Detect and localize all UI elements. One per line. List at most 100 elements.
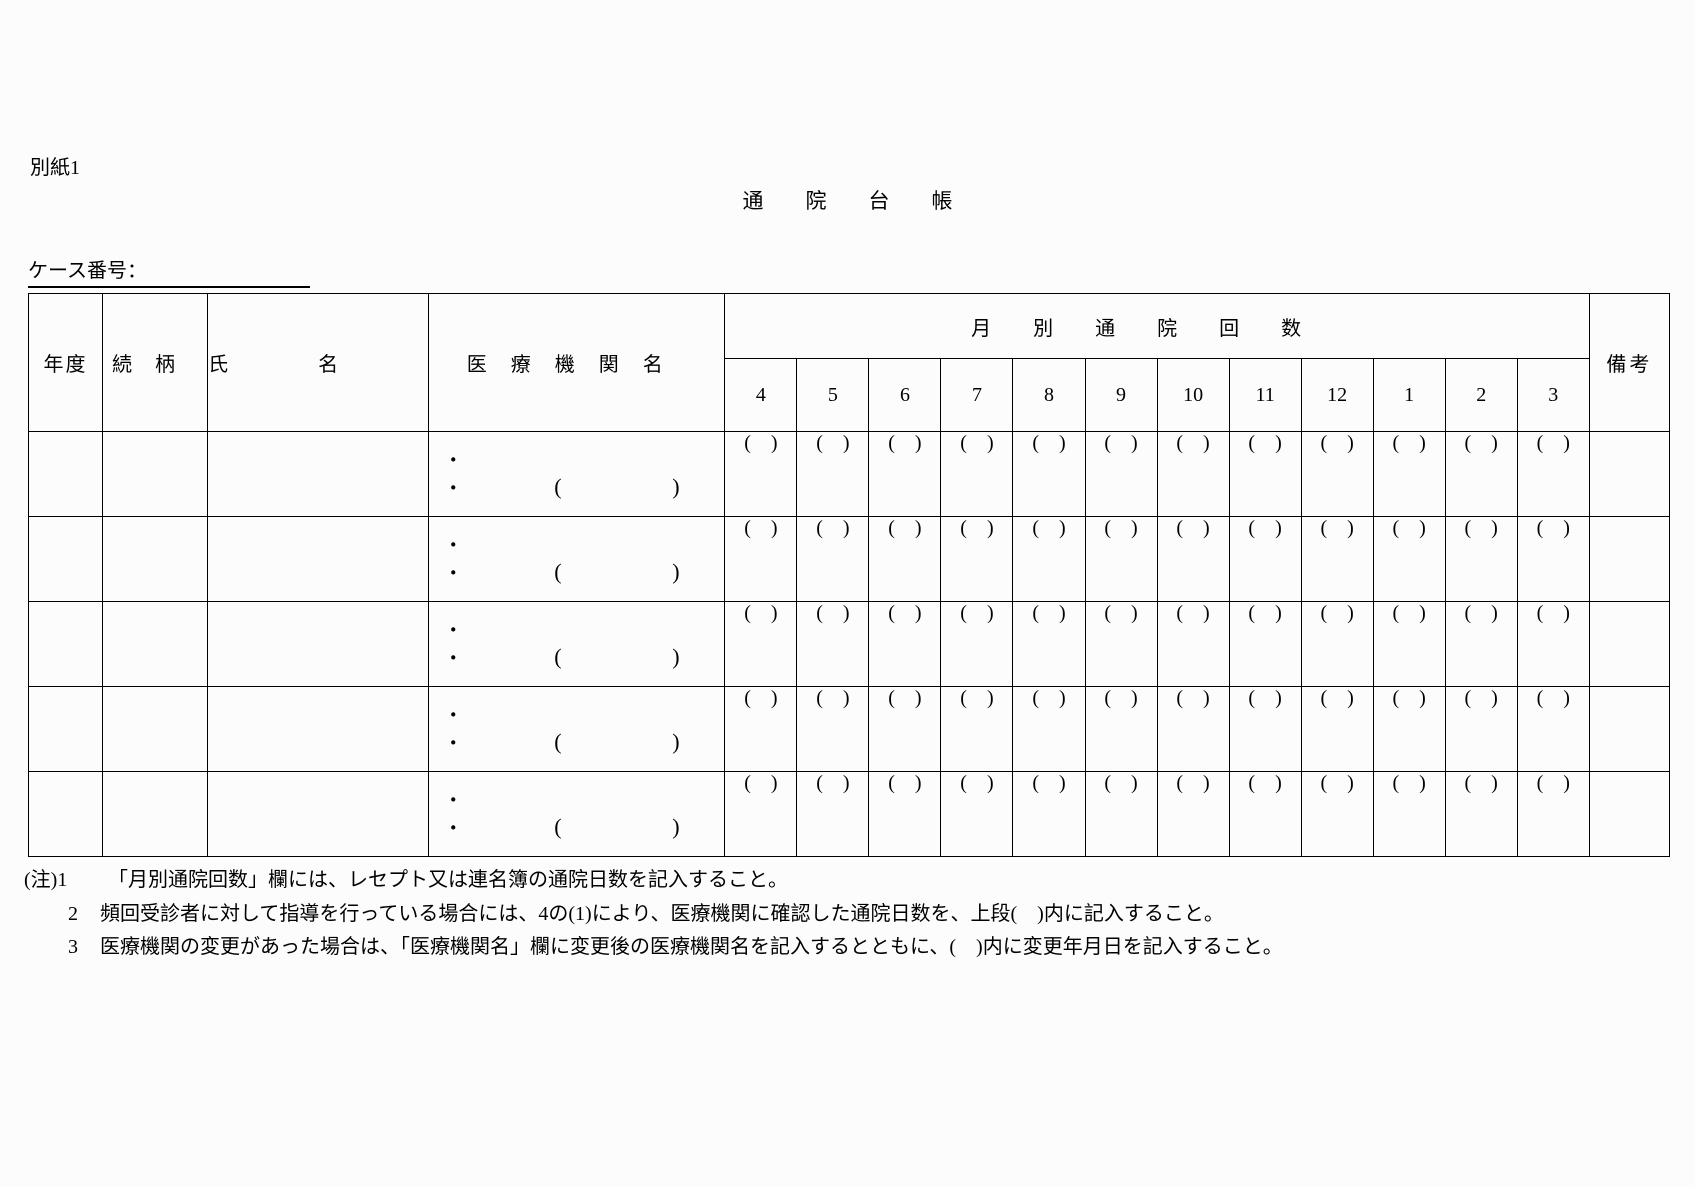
- month-visit-cell: ( ): [940, 686, 1014, 772]
- name-cell: [207, 771, 430, 857]
- change-date-paren-close: ): [672, 644, 680, 669]
- relationship-cell: [102, 686, 209, 772]
- year-cell: [27, 771, 104, 857]
- footnote-1: (注)1 「月別通院回数」欄には、レセプト又は連名簿の通院日数を記入すること。: [24, 867, 788, 893]
- month-visit-cell: ( ): [1372, 771, 1446, 857]
- month-visit-cell: ( ): [1516, 516, 1590, 602]
- month-visit-cell: ( ): [1156, 431, 1230, 517]
- month-header: 6: [868, 358, 942, 432]
- month-visit-cell: ( ): [724, 431, 798, 517]
- bullet-icon: ・: [443, 535, 464, 557]
- ledger-row: ・・()( )( )( )( )( )( )( )( )( )( )( )( ): [27, 516, 1671, 602]
- visit-ledger-table: 年度 続柄 氏名 医療機関名 月別通院回数 備考 4 5 6 7 8 9 10 …: [27, 293, 1671, 857]
- month-header: 11: [1228, 358, 1302, 432]
- footnote-text: 頻回受診者に対して指導を行っている場合には、4の(1)により、医療機関に確認した…: [100, 903, 1224, 925]
- month-visit-cell: ( ): [1228, 771, 1302, 857]
- year-cell: [27, 516, 104, 602]
- month-visit-cell: ( ): [1156, 771, 1230, 857]
- remarks-cell: [1588, 431, 1671, 517]
- month-visit-cell: ( ): [796, 431, 870, 517]
- month-visit-cell: ( ): [868, 686, 942, 772]
- month-visit-cell: ( ): [940, 431, 1014, 517]
- bullet-icon: ・: [443, 790, 464, 812]
- month-visit-cell: ( ): [796, 686, 870, 772]
- month-visit-cell: ( ): [1084, 431, 1158, 517]
- month-visit-cell: ( ): [724, 686, 798, 772]
- footnote-number: 3: [68, 936, 78, 958]
- remarks-cell: [1588, 601, 1671, 687]
- relationship-cell: [102, 516, 209, 602]
- name-cell: [207, 431, 430, 517]
- month-visit-cell: ( ): [1444, 686, 1518, 772]
- month-visit-cell: ( ): [1516, 686, 1590, 772]
- attachment-label: 別紙1: [30, 157, 80, 179]
- month-visit-cell: ( ): [1372, 686, 1446, 772]
- remarks-cell: [1588, 516, 1671, 602]
- page-title: 通院台帳: [742, 189, 995, 213]
- change-date-paren-close: ): [672, 559, 680, 584]
- month-visit-cell: ( ): [940, 601, 1014, 687]
- month-visit-cell: ( ): [1444, 516, 1518, 602]
- column-header-monthly-visits: 月別通院回数: [724, 293, 1590, 359]
- year-cell: [27, 686, 104, 772]
- bullet-icon: ・: [443, 478, 464, 500]
- month-visit-cell: ( ): [1372, 601, 1446, 687]
- name-cell: [207, 601, 430, 687]
- relationship-cell: [102, 431, 209, 517]
- change-date-paren-open: (: [554, 474, 562, 499]
- month-visit-cell: ( ): [1012, 771, 1086, 857]
- remarks-cell: [1588, 771, 1671, 857]
- footnote-3: 3 医療機関の変更があった場合は、「医療機関名」欄に変更後の医療機関名を記入すると…: [68, 934, 1283, 960]
- institution-cell: ・・(): [428, 516, 726, 602]
- month-header-row: 4 5 6 7 8 9 10 11 12 1 2 3: [29, 358, 1670, 432]
- month-visit-cell: ( ): [1300, 516, 1374, 602]
- institution-cell: ・・(): [428, 601, 726, 687]
- month-visit-cell: ( ): [1300, 431, 1374, 517]
- month-visit-cell: ( ): [1012, 431, 1086, 517]
- year-cell: [27, 601, 104, 687]
- month-visit-cell: ( ): [1228, 686, 1302, 772]
- bullet-icon: ・: [443, 620, 464, 642]
- relationship-cell: [102, 601, 209, 687]
- bullet-icon: ・: [443, 818, 464, 840]
- column-header-institution: 医療機関名: [428, 293, 726, 432]
- month-visit-cell: ( ): [1012, 686, 1086, 772]
- month-visit-cell: ( ): [1300, 601, 1374, 687]
- case-number-label: ケース番号：: [28, 260, 147, 282]
- bullet-icon: ・: [443, 450, 464, 472]
- month-visit-cell: ( ): [1084, 686, 1158, 772]
- relationship-cell: [102, 771, 209, 857]
- name-cell: [207, 686, 430, 772]
- remarks-cell: [1588, 686, 1671, 772]
- month-visit-cell: ( ): [724, 771, 798, 857]
- change-date-paren-close: ): [672, 729, 680, 754]
- month-visit-cell: ( ): [1372, 431, 1446, 517]
- bullet-icon: ・: [443, 733, 464, 755]
- month-visit-cell: ( ): [796, 601, 870, 687]
- month-visit-cell: ( ): [1444, 601, 1518, 687]
- month-visit-cell: ( ): [1300, 686, 1374, 772]
- month-visit-cell: ( ): [1516, 431, 1590, 517]
- month-visit-cell: ( ): [1300, 771, 1374, 857]
- change-date-paren-open: (: [554, 559, 562, 584]
- month-header: 2: [1444, 358, 1518, 432]
- footnote-2: 2 頻回受診者に対して指導を行っている場合には、4の(1)により、医療機関に確認し…: [68, 901, 1224, 927]
- column-header-year: 年度: [27, 293, 104, 432]
- change-date-paren-close: ): [672, 814, 680, 839]
- month-visit-cell: ( ): [1084, 516, 1158, 602]
- bullet-icon: ・: [443, 648, 464, 670]
- month-visit-cell: ( ): [796, 771, 870, 857]
- footnote-number: (注)1: [24, 869, 68, 891]
- month-visit-cell: ( ): [1444, 771, 1518, 857]
- column-header-name: 氏名: [207, 293, 430, 432]
- institution-cell: ・・(): [428, 431, 726, 517]
- footnote-text: 「月別通院回数」欄には、レセプト又は連名簿の通院日数を記入すること。: [108, 869, 788, 891]
- institution-cell: ・・(): [428, 771, 726, 857]
- month-header: 7: [940, 358, 1014, 432]
- ledger-row: ・・()( )( )( )( )( )( )( )( )( )( )( )( ): [27, 431, 1671, 517]
- change-date-paren-open: (: [554, 729, 562, 754]
- month-visit-cell: ( ): [1372, 516, 1446, 602]
- institution-cell: ・・(): [428, 686, 726, 772]
- ledger-row: ・・()( )( )( )( )( )( )( )( )( )( )( )( ): [27, 686, 1671, 772]
- case-number-field: ケース番号：: [28, 258, 310, 288]
